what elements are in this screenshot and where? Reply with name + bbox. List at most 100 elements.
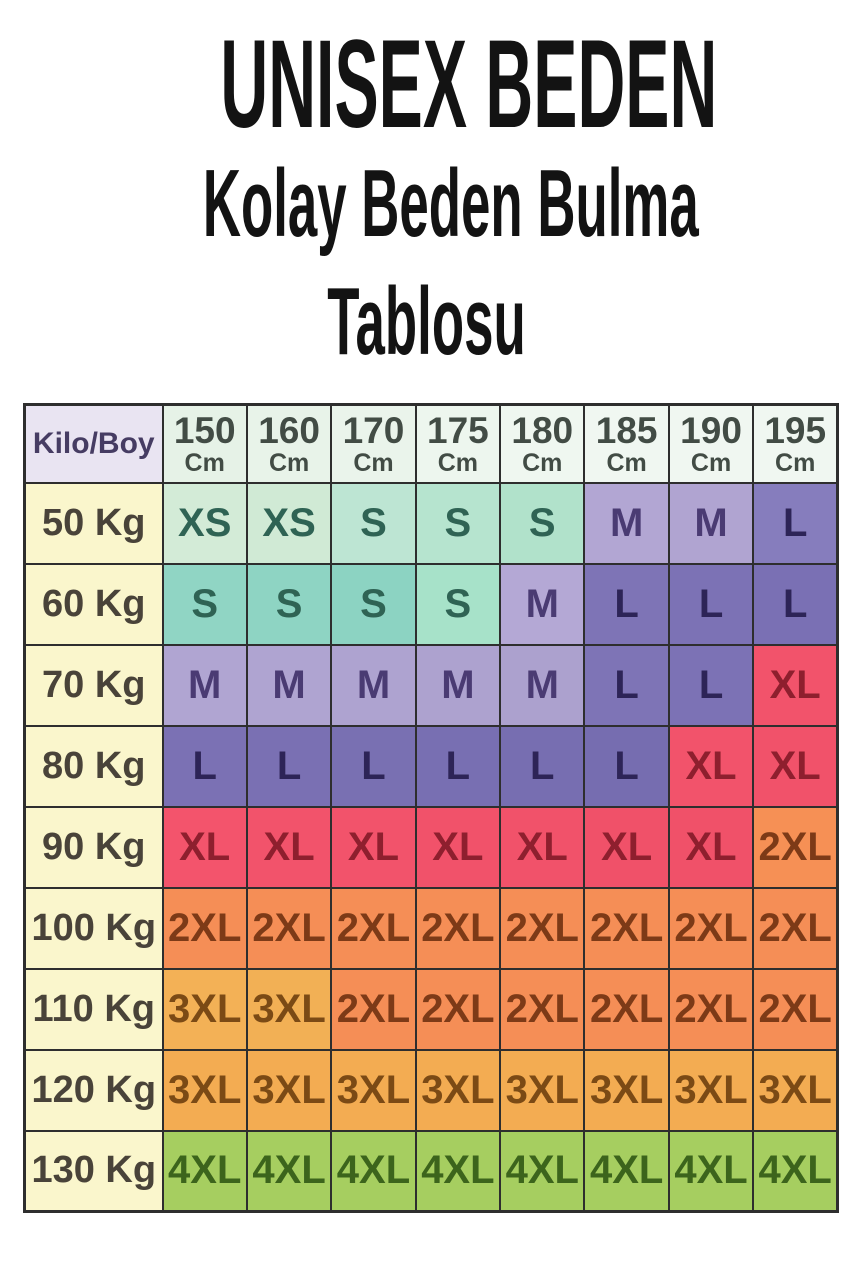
size-cell-190cm-80-kg: XL <box>667 724 755 808</box>
size-cell-150cm-90-kg: XL <box>161 805 248 889</box>
size-cell-180cm-70-kg: M <box>499 643 586 727</box>
size-cell-195cm-90-kg: 2XL <box>752 805 839 889</box>
col-header-unit: Cm <box>606 448 647 477</box>
size-cell-185cm-90-kg: XL <box>583 805 670 889</box>
size-cell-195cm-80-kg: XL <box>752 724 839 808</box>
corner-label: Kilo/Boy <box>23 403 164 484</box>
title-line-2-text: Kolay Beden Bulma <box>202 150 699 257</box>
row-label-120-kg: 120 Kg <box>23 1048 164 1132</box>
row-label-100-kg: 100 Kg <box>23 886 164 970</box>
size-cell-150cm-80-kg: L <box>161 724 248 808</box>
size-cell-150cm-100-kg: 2XL <box>161 886 248 970</box>
size-cell-170cm-50-kg: S <box>330 481 417 565</box>
table-row-100-kg: 100 Kg 2XL 2XL 2XL 2XL 2XL 2XL 2XL 2XL <box>23 886 839 970</box>
size-cell-180cm-120-kg: 3XL <box>499 1048 586 1132</box>
size-cell-175cm-130-kg: 4XL <box>414 1129 502 1213</box>
size-cell-195cm-70-kg: XL <box>752 643 839 727</box>
size-cell-160cm-120-kg: 3XL <box>245 1048 333 1132</box>
col-header-value: 160 <box>258 409 320 451</box>
size-cell-160cm-80-kg: L <box>245 724 333 808</box>
col-header-160cm: 160 Cm <box>245 403 333 484</box>
size-cell-180cm-110-kg: 2XL <box>499 967 586 1051</box>
col-header-unit: Cm <box>353 448 394 477</box>
size-cell-170cm-130-kg: 4XL <box>330 1129 417 1213</box>
col-header-unit: Cm <box>437 448 479 477</box>
size-cell-185cm-130-kg: 4XL <box>583 1129 670 1213</box>
title-line-3: Tablosu <box>0 274 853 370</box>
size-cell-190cm-60-kg: L <box>667 562 755 646</box>
size-cell-150cm-130-kg: 4XL <box>161 1129 248 1213</box>
size-cell-175cm-60-kg: S <box>414 562 502 646</box>
size-table: Kilo/Boy 150 Cm 160 Cm 170 Cm 175 Cm 180 Cm 185 Cm 19… <box>23 403 840 1213</box>
row-label-60-kg: 60 Kg <box>23 562 164 646</box>
size-cell-195cm-60-kg: L <box>752 562 839 646</box>
size-cell-195cm-130-kg: 4XL <box>752 1129 839 1213</box>
size-cell-185cm-50-kg: M <box>583 481 670 565</box>
size-cell-150cm-110-kg: 3XL <box>161 967 248 1051</box>
size-cell-180cm-90-kg: XL <box>499 805 586 889</box>
size-cell-170cm-90-kg: XL <box>330 805 417 889</box>
col-header-195cm: 195 Cm <box>752 403 839 484</box>
size-cell-170cm-110-kg: 2XL <box>330 967 417 1051</box>
size-cell-185cm-120-kg: 3XL <box>583 1048 670 1132</box>
size-cell-175cm-110-kg: 2XL <box>414 967 502 1051</box>
size-cell-170cm-100-kg: 2XL <box>330 886 417 970</box>
col-header-175cm: 175 Cm <box>414 403 502 484</box>
row-label-70-kg: 70 Kg <box>23 643 164 727</box>
title-line-2: Kolay Beden Bulma <box>0 156 853 252</box>
table-row-130-kg: 130 Kg 4XL 4XL 4XL 4XL 4XL 4XL 4XL 4XL <box>23 1129 839 1213</box>
size-cell-175cm-50-kg: S <box>414 481 502 565</box>
size-cell-185cm-70-kg: L <box>583 643 670 727</box>
size-cell-180cm-60-kg: M <box>499 562 586 646</box>
table-row-60-kg: 60 Kg S S S S M L L L <box>23 562 839 646</box>
size-cell-175cm-90-kg: XL <box>414 805 502 889</box>
size-cell-175cm-80-kg: L <box>414 724 502 808</box>
size-cell-180cm-130-kg: 4XL <box>499 1129 586 1213</box>
size-cell-170cm-120-kg: 3XL <box>330 1048 417 1132</box>
size-cell-170cm-60-kg: S <box>330 562 417 646</box>
size-cell-195cm-50-kg: L <box>752 481 839 565</box>
col-header-170cm: 170 Cm <box>330 403 417 484</box>
size-cell-180cm-50-kg: S <box>499 481 586 565</box>
size-cell-190cm-120-kg: 3XL <box>667 1048 755 1132</box>
row-label-90-kg: 90 Kg <box>23 805 164 889</box>
title-line-3-text: Tablosu <box>327 268 526 375</box>
table-row-110-kg: 110 Kg 3XL 3XL 2XL 2XL 2XL 2XL 2XL 2XL <box>23 967 839 1051</box>
size-cell-160cm-110-kg: 3XL <box>245 967 333 1051</box>
size-cell-195cm-100-kg: 2XL <box>752 886 839 970</box>
table-row-120-kg: 120 Kg 3XL 3XL 3XL 3XL 3XL 3XL 3XL 3XL <box>23 1048 839 1132</box>
size-cell-170cm-70-kg: M <box>330 643 417 727</box>
col-header-150cm: 150 Cm <box>161 403 248 484</box>
col-header-value: 195 <box>764 409 827 451</box>
col-header-unit: Cm <box>775 448 816 477</box>
size-cell-160cm-130-kg: 4XL <box>245 1129 333 1213</box>
title-line-1: UNISEX BEDEN <box>0 22 853 147</box>
size-cell-190cm-110-kg: 2XL <box>667 967 755 1051</box>
col-header-value: 190 <box>680 409 742 451</box>
col-header-value: 150 <box>173 409 236 451</box>
size-cell-170cm-80-kg: L <box>330 724 417 808</box>
row-label-80-kg: 80 Kg <box>23 724 164 808</box>
size-cell-160cm-90-kg: XL <box>245 805 333 889</box>
size-cell-150cm-50-kg: XS <box>161 481 248 565</box>
row-label-130-kg: 130 Kg <box>23 1129 164 1213</box>
size-cell-190cm-70-kg: L <box>667 643 755 727</box>
col-header-185cm: 185 Cm <box>583 403 670 484</box>
size-cell-180cm-80-kg: L <box>499 724 586 808</box>
size-cell-180cm-100-kg: 2XL <box>499 886 586 970</box>
size-cell-185cm-100-kg: 2XL <box>583 886 670 970</box>
row-label-110-kg: 110 Kg <box>23 967 164 1051</box>
size-cell-150cm-120-kg: 3XL <box>161 1048 248 1132</box>
col-header-unit: Cm <box>184 448 225 477</box>
size-cell-190cm-50-kg: M <box>667 481 755 565</box>
col-header-unit: Cm <box>268 448 310 477</box>
size-cell-195cm-110-kg: 2XL <box>752 967 839 1051</box>
size-cell-175cm-120-kg: 3XL <box>414 1048 502 1132</box>
size-cell-195cm-120-kg: 3XL <box>752 1048 839 1132</box>
col-header-value: 175 <box>427 409 489 451</box>
title-line-1-text: UNISEX BEDEN <box>220 15 718 154</box>
col-header-unit: Cm <box>522 448 563 477</box>
table-row-80-kg: 80 Kg L L L L L L XL XL <box>23 724 839 808</box>
size-cell-185cm-110-kg: 2XL <box>583 967 670 1051</box>
size-cell-160cm-50-kg: XS <box>245 481 333 565</box>
